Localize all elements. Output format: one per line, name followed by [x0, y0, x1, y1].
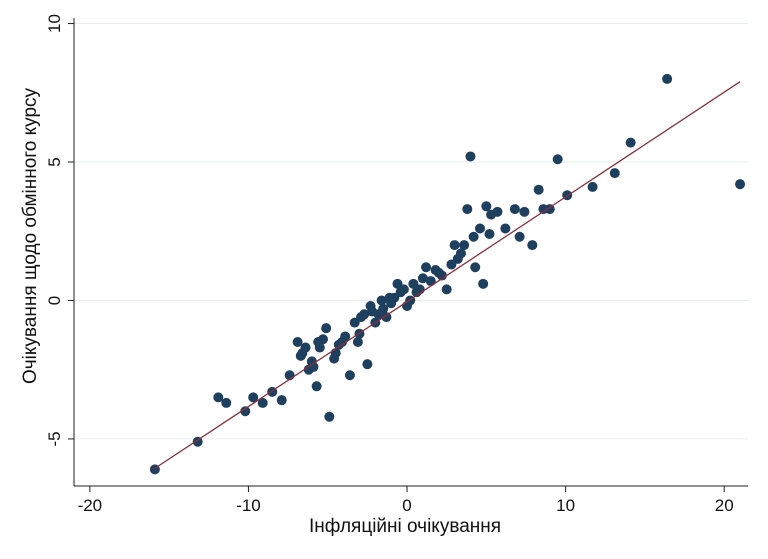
- y-tick-label-3: 10: [45, 14, 64, 33]
- y-tick-label-2: 5: [45, 157, 64, 166]
- data-point-33: [359, 309, 370, 320]
- data-point-72: [484, 229, 495, 239]
- fit-line: [152, 81, 741, 470]
- data-point-59: [441, 284, 452, 295]
- data-point-20: [317, 334, 328, 345]
- axes: [68, 18, 748, 492]
- data-point-65: [462, 204, 473, 215]
- data-point-86: [609, 168, 620, 179]
- data-point-77: [514, 231, 525, 242]
- data-point-4: [240, 406, 251, 417]
- x-tick-label-0: -20: [78, 496, 103, 515]
- gridlines: [74, 23, 748, 440]
- data-point-55: [425, 276, 436, 287]
- x-tick-label-1: -10: [236, 496, 261, 515]
- x-axis-title: Інфляційні очікування: [309, 516, 501, 537]
- data-point-66: [465, 151, 476, 162]
- data-point-83: [552, 154, 563, 165]
- x-tick-label-3: 10: [556, 496, 575, 515]
- data-point-61: [449, 240, 460, 251]
- data-point-88: [662, 73, 673, 84]
- data-point-71: [481, 201, 492, 212]
- data-point-68: [470, 262, 481, 273]
- data-point-53: [417, 273, 428, 284]
- data-point-19: [314, 342, 325, 353]
- data-point-27: [340, 331, 351, 342]
- data-point-5: [248, 392, 259, 403]
- data-point-85: [587, 181, 598, 192]
- y-axis-title: Очікування щодо обмінного курсу: [20, 87, 41, 384]
- data-point-40: [378, 303, 389, 314]
- data-point-89: [735, 179, 746, 190]
- data-point-30: [352, 337, 363, 347]
- data-point-41: [381, 312, 392, 323]
- data-point-39: [376, 295, 387, 306]
- data-point-16: [308, 361, 319, 372]
- data-point-8: [276, 395, 287, 406]
- data-point-79: [527, 240, 538, 251]
- x-tick-label-2: 0: [402, 496, 411, 515]
- data-point-54: [421, 262, 432, 273]
- data-point-3: [221, 397, 232, 408]
- data-point-13: [300, 342, 311, 353]
- data-point-28: [344, 370, 355, 381]
- data-point-2: [213, 392, 224, 403]
- data-point-63: [455, 248, 466, 259]
- data-point-58: [436, 270, 447, 281]
- data-point-87: [625, 137, 636, 148]
- data-point-47: [398, 284, 409, 295]
- data-point-21: [321, 323, 332, 334]
- data-point-82: [544, 204, 555, 215]
- data-point-74: [492, 206, 503, 217]
- data-point-22: [324, 411, 335, 422]
- data-point-34: [362, 359, 373, 370]
- data-point-17: [311, 381, 322, 392]
- data-point-64: [459, 240, 470, 251]
- data-point-78: [519, 206, 530, 217]
- data-point-75: [500, 223, 511, 234]
- y-tick-label-0: -5: [45, 431, 64, 446]
- data-point-1: [192, 436, 203, 447]
- data-point-80: [533, 184, 544, 195]
- x-tick-label-4: 20: [715, 496, 734, 515]
- tick-labels: -5 0 5 10 -20 -10 0 10 20: [45, 14, 734, 515]
- data-point-10: [292, 337, 303, 347]
- data-point-70: [478, 278, 489, 289]
- y-tick-label-1: 0: [45, 296, 64, 305]
- data-point-69: [474, 223, 485, 234]
- data-point-76: [509, 204, 520, 215]
- fit-line-group: [152, 81, 741, 470]
- data-point-67: [468, 231, 479, 242]
- data-points: [149, 73, 746, 475]
- data-point-6: [257, 397, 268, 408]
